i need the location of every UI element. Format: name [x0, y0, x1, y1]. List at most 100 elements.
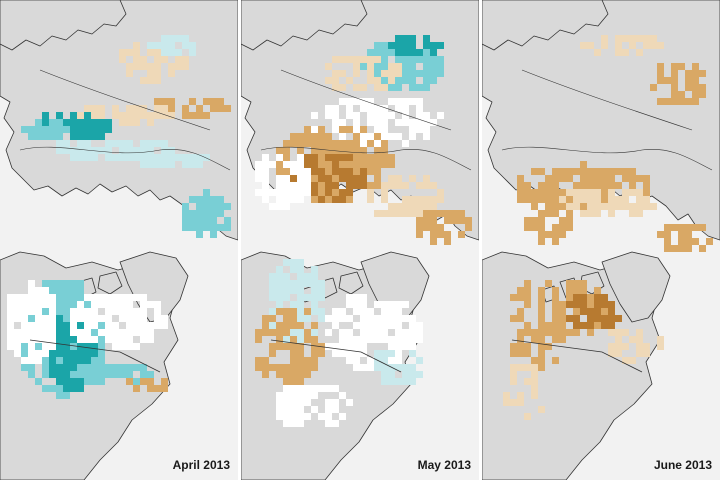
anomaly-cell: [175, 35, 182, 42]
anomaly-cell: [217, 105, 224, 112]
anomaly-cell: [622, 203, 629, 210]
anomaly-cell: [580, 168, 587, 175]
anomaly-cell: [21, 336, 28, 343]
anomaly-cell: [402, 182, 409, 189]
anomaly-cell: [297, 413, 304, 420]
anomaly-cell: [311, 175, 318, 182]
anomaly-cell: [105, 154, 112, 161]
anomaly-cell: [545, 182, 552, 189]
anomaly-cell: [332, 196, 339, 203]
anomaly-cell: [140, 112, 147, 119]
anomaly-cell: [49, 385, 56, 392]
anomaly-cell: [629, 168, 636, 175]
anomaly-cell: [105, 336, 112, 343]
anomaly-cell: [374, 119, 381, 126]
anomaly-cell: [339, 329, 346, 336]
anomaly-cell: [276, 336, 283, 343]
anomaly-cell: [133, 343, 140, 350]
anomaly-cell: [63, 392, 70, 399]
anomaly-cell: [510, 364, 517, 371]
anomaly-cell: [203, 210, 210, 217]
anomaly-cell: [210, 98, 217, 105]
anomaly-cell: [297, 196, 304, 203]
anomaly-cell: [42, 126, 49, 133]
anomaly-cell: [636, 336, 643, 343]
anomaly-cell: [56, 287, 63, 294]
anomaly-cell: [154, 70, 161, 77]
anomaly-cell: [650, 42, 657, 49]
anomaly-cell: [318, 147, 325, 154]
anomaly-cell: [360, 315, 367, 322]
anomaly-cell: [210, 105, 217, 112]
anomaly-cell: [84, 126, 91, 133]
anomaly-cell: [409, 126, 416, 133]
anomaly-cell: [297, 378, 304, 385]
anomaly-cell: [664, 238, 671, 245]
anomaly-cell: [98, 133, 105, 140]
anomaly-cell: [290, 287, 297, 294]
anomaly-cell: [503, 392, 510, 399]
anomaly-cell: [538, 210, 545, 217]
anomaly-cell: [580, 287, 587, 294]
anomaly-cell: [346, 182, 353, 189]
anomaly-cell: [196, 105, 203, 112]
anomaly-cell: [119, 294, 126, 301]
anomaly-cell: [402, 140, 409, 147]
anomaly-cell: [126, 147, 133, 154]
anomaly-cell: [580, 210, 587, 217]
anomaly-cell: [283, 196, 290, 203]
anomaly-cell: [283, 154, 290, 161]
anomaly-cell: [437, 231, 444, 238]
anomaly-cell: [580, 42, 587, 49]
anomaly-cell: [140, 336, 147, 343]
anomaly-cell: [91, 112, 98, 119]
anomaly-cell: [126, 329, 133, 336]
anomaly-cell: [290, 399, 297, 406]
anomaly-cell: [297, 308, 304, 315]
anomaly-cell: [77, 378, 84, 385]
anomaly-cell: [573, 168, 580, 175]
anomaly-cell: [77, 301, 84, 308]
anomaly-cell: [276, 161, 283, 168]
anomaly-cell: [566, 217, 573, 224]
anomaly-cell: [409, 56, 416, 63]
anomaly-cell: [332, 56, 339, 63]
anomaly-cell: [615, 203, 622, 210]
anomaly-cell: [346, 315, 353, 322]
anomaly-cell: [133, 364, 140, 371]
anomaly-cell: [154, 161, 161, 168]
anomaly-cell: [276, 266, 283, 273]
anomaly-cell: [70, 357, 77, 364]
anomaly-cell: [49, 357, 56, 364]
anomaly-cell: [594, 189, 601, 196]
anomaly-cell: [49, 287, 56, 294]
anomaly-cell: [388, 112, 395, 119]
anomaly-cell: [339, 98, 346, 105]
national-border: [501, 146, 713, 171]
anomaly-cell: [388, 42, 395, 49]
anomaly-cell: [437, 224, 444, 231]
anomaly-cell: [332, 350, 339, 357]
anomaly-cell: [510, 315, 517, 322]
anomaly-cell: [374, 42, 381, 49]
anomaly-cell: [643, 196, 650, 203]
anomaly-cell: [367, 63, 374, 70]
anomaly-cell: [395, 84, 402, 91]
anomaly-cell: [524, 294, 531, 301]
anomaly-cell: [395, 98, 402, 105]
us-canada-border: [270, 339, 402, 373]
anomaly-cell: [402, 105, 409, 112]
anomaly-cell: [224, 224, 231, 231]
anomaly-cell: [119, 315, 126, 322]
anomaly-cell: [601, 168, 608, 175]
anomaly-cell: [346, 357, 353, 364]
anomaly-cell: [283, 189, 290, 196]
anomaly-cell: [580, 322, 587, 329]
anomaly-cell: [538, 224, 545, 231]
anomaly-cell: [210, 196, 217, 203]
anomaly-cell: [126, 154, 133, 161]
anomaly-cell: [35, 294, 42, 301]
anomaly-cell: [91, 350, 98, 357]
anomaly-cell: [388, 203, 395, 210]
anomaly-cell: [147, 378, 154, 385]
